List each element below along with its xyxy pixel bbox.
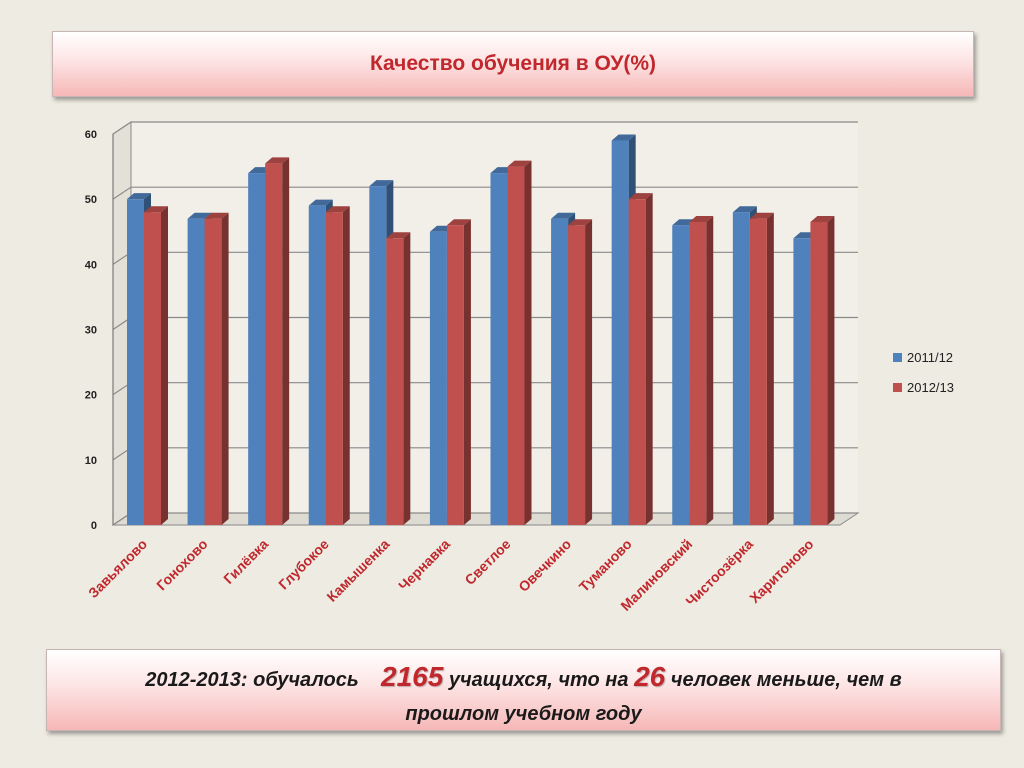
category-label: Харитоново (746, 536, 816, 606)
bar-top (810, 215, 835, 222)
bar (749, 218, 767, 525)
note-text: 2012-2013: обучалось 2165 учащихся, что … (47, 650, 1000, 731)
bar-top (732, 206, 757, 213)
bar (325, 212, 343, 525)
bar-top (265, 157, 290, 164)
legend-label: 2012/13 (907, 380, 954, 395)
bar (507, 166, 525, 525)
y-tick-label: 30 (85, 325, 97, 337)
bar-side (161, 206, 168, 525)
bar-top (507, 160, 532, 167)
y-tick-label: 10 (85, 455, 97, 467)
bar-side (221, 212, 229, 525)
category-label: Завьялово (85, 536, 150, 601)
y-tick-label: 50 (85, 194, 97, 206)
bar-side (827, 215, 835, 525)
bar-top (369, 180, 394, 187)
bar-side (766, 212, 774, 525)
bar (672, 225, 690, 525)
note-part2: учащихся, что на (448, 669, 629, 691)
bar (732, 212, 750, 525)
legend-swatch (893, 353, 902, 362)
chart-title: Качество обучения в ОУ(%) (369, 52, 657, 75)
category-label: Чернавка (395, 536, 453, 594)
bar (568, 225, 586, 525)
bar (127, 199, 144, 525)
note-count-highlight: 2165 (381, 661, 444, 692)
bar-top (568, 219, 593, 226)
y-tick-label: 40 (85, 259, 97, 271)
bar (429, 231, 447, 525)
bar (248, 173, 266, 525)
title-banner: Качество обучения в ОУ(%) (52, 31, 974, 97)
bar-chart: 0 10 20 30 40 50 60 Завьялово Гонохово Гилёвка Глу… (85, 121, 954, 614)
note-diff-highlight: 26 (634, 661, 666, 692)
bar-top (611, 134, 636, 141)
bar (204, 218, 222, 525)
bar (490, 173, 508, 525)
bar (308, 205, 326, 525)
bar-top (187, 212, 212, 219)
bar (187, 218, 205, 525)
note-part3: человек меньше, чем в (670, 669, 902, 691)
bar (386, 238, 404, 525)
chart-area: 0 10 20 30 40 50 60 Завьялово Гонохово Гилёвка Глу… (0, 100, 1024, 645)
category-label: Гилёвка (220, 536, 271, 587)
bar-top (551, 212, 576, 219)
bar-top (144, 206, 168, 213)
bar (446, 225, 464, 525)
y-tick-label: 0 (91, 520, 97, 532)
category-label: Светлое (461, 536, 513, 588)
bar-top (204, 212, 229, 219)
bar-side (585, 219, 593, 525)
bar-side (706, 215, 714, 525)
note-part1: 2012-2013: обучалось (145, 669, 359, 691)
category-label: Гонохово (153, 536, 211, 594)
bar-side (282, 157, 290, 525)
bar-top (308, 199, 333, 206)
bar-top (446, 219, 471, 226)
bar-top (689, 215, 714, 222)
note-banner: 2012-2013: обучалось 2165 учащихся, что … (46, 649, 1001, 731)
bar (551, 218, 569, 525)
gridline (112, 121, 858, 135)
bar-side (403, 232, 411, 525)
y-tick-label: 20 (85, 390, 97, 402)
bar (689, 221, 707, 525)
bar-top (628, 193, 653, 200)
category-label: Глубокое (275, 536, 332, 593)
bar (144, 212, 161, 525)
bar-top (325, 206, 350, 213)
legend-label: 2011/12 (907, 350, 953, 365)
bar (628, 199, 646, 525)
bar (810, 221, 828, 525)
bar-side (463, 219, 471, 525)
bar-side (342, 206, 350, 525)
bar (265, 163, 283, 525)
note-part4: прошлом учебном году (405, 703, 642, 725)
category-label: Камышенка (323, 536, 392, 605)
bar-side (645, 193, 653, 525)
bar-top (749, 212, 774, 219)
bar-top (386, 232, 411, 239)
category-label: Туманово (576, 536, 635, 595)
bar (369, 186, 387, 525)
bar (793, 238, 811, 525)
y-tick-label: 60 (85, 129, 97, 141)
legend-swatch (893, 383, 902, 392)
category-label: Овечкино (515, 536, 574, 595)
bar (611, 140, 629, 525)
bar-top (127, 193, 151, 200)
bar-side (524, 160, 532, 526)
